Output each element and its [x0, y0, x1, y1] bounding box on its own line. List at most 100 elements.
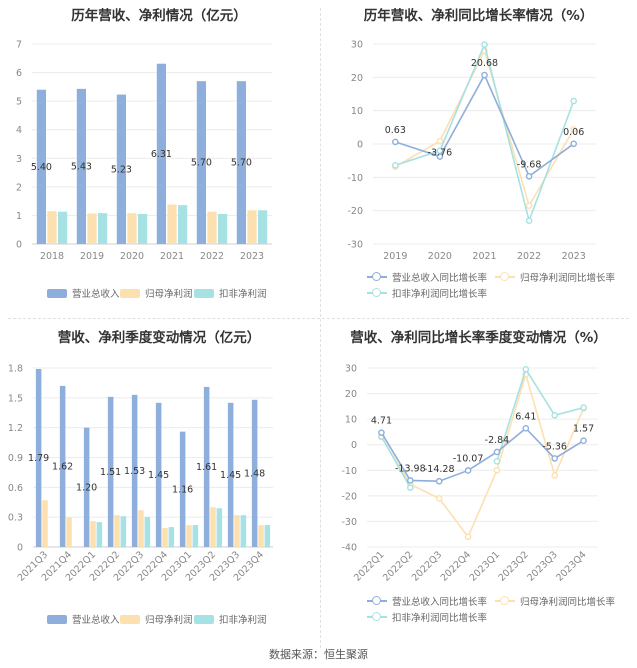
point-revenue-growth	[551, 455, 558, 462]
panel-divider-vertical	[320, 8, 321, 648]
bar-parent-profit	[167, 204, 177, 244]
y-tick-label: -30	[341, 517, 357, 528]
legend-swatch	[495, 272, 515, 282]
legend-swatch	[47, 615, 67, 624]
point-revenue-growth	[407, 477, 414, 484]
data-label: 1.45	[220, 470, 241, 481]
point-deducted-growth	[551, 412, 558, 419]
legend-label: 营业总收入同比增长率	[392, 273, 488, 284]
series-line-revenue-growth	[395, 73, 575, 178]
y-tick-label: 0	[351, 440, 357, 451]
y-tick-label: 0	[17, 543, 23, 554]
bar-parent-profit	[207, 211, 217, 244]
bar-deducted-profit	[58, 211, 68, 244]
bar-parent-profit	[42, 500, 48, 547]
y-tick-label: -10	[341, 466, 357, 477]
bar-deducted-profit	[120, 516, 127, 547]
bar-revenue	[251, 399, 258, 547]
legend-swatch	[367, 288, 387, 298]
y-tick-label: 20	[351, 73, 363, 84]
point-parent-growth	[525, 202, 533, 209]
bar-deducted-profit	[216, 508, 223, 547]
x-tick-label: 2019	[80, 251, 104, 262]
legend-label: 扣非净利润	[219, 289, 267, 300]
series-line-deducted-growth	[380, 436, 412, 489]
bar-revenue	[131, 394, 138, 547]
point-parent-growth	[570, 126, 577, 133]
bar-deducted-profit	[264, 525, 271, 547]
bar-deducted-profit	[178, 205, 188, 244]
point-parent-growth	[435, 495, 443, 502]
legend-label: 归母净利润	[145, 615, 193, 626]
point-revenue-growth	[436, 153, 444, 160]
bar-revenue	[116, 94, 126, 244]
series-line-parent-growth	[380, 371, 585, 539]
data-label: 5.40	[31, 162, 52, 173]
x-tick-label: 2018	[40, 251, 64, 262]
data-label: 1.51	[100, 467, 121, 478]
y-tick-label: 4	[16, 125, 22, 136]
y-tick-label: -20	[341, 491, 357, 502]
x-tick-label: 2021	[160, 251, 184, 262]
point-revenue-growth	[493, 448, 501, 456]
y-tick-label: 6	[16, 68, 22, 79]
x-tick-label: 2020	[428, 251, 452, 262]
y-tick-label: 0	[357, 140, 363, 151]
legend-swatch	[120, 615, 140, 624]
y-tick-label: 3	[16, 154, 22, 165]
x-tick-label: 2023Q2	[496, 549, 530, 583]
point-revenue-growth	[481, 71, 488, 79]
bar-deducted-profit	[218, 214, 228, 244]
y-tick-label: 0.6	[8, 483, 23, 494]
data-source-note: 数据来源：恒生聚源	[269, 648, 368, 661]
y-tick-label: 2	[16, 182, 22, 193]
data-label: 5.23	[111, 164, 132, 175]
bar-deducted-profit	[240, 515, 247, 547]
legend-item-revenue: 营业总收入	[47, 286, 120, 300]
x-tick-label: 2023	[240, 251, 264, 262]
bar-revenue	[107, 396, 114, 547]
legend-item-parent-growth: 归母净利润同比增长率	[495, 594, 615, 608]
data-label: -2.84	[485, 435, 510, 446]
data-label: 4.71	[371, 416, 392, 427]
bar-parent-profit	[87, 213, 97, 244]
bar-deducted-profit	[192, 525, 199, 547]
bar-revenue	[203, 386, 210, 547]
bar-revenue	[236, 81, 246, 245]
y-tick-label: 1.5	[8, 393, 23, 404]
legend-item-revenue: 营业总收入	[47, 612, 120, 626]
series-line-deducted-growth	[496, 367, 584, 462]
legend-item-deducted-profit: 扣非净利润	[194, 612, 267, 626]
data-label: -14.28	[424, 464, 455, 475]
y-tick-label: 5	[16, 97, 22, 108]
point-deducted-growth	[481, 41, 488, 48]
bar-revenue	[35, 368, 42, 547]
bar-revenue	[36, 89, 46, 244]
annual-growth-line-chart: -30 -20 -10 0 10 20 30 2019 2020 2021 2022 2023 0.63…	[347, 40, 596, 262]
legend-label: 营业总收入同比增长率	[392, 597, 488, 608]
data-label: 6.41	[515, 411, 536, 422]
legend-label: 营业总收入	[72, 289, 120, 300]
bar-revenue	[155, 402, 162, 547]
legend-label: 归母净利润	[145, 289, 193, 300]
point-deducted-growth	[493, 458, 501, 465]
bar-parent-profit	[162, 528, 168, 547]
x-tick-label: 2022Q3	[410, 549, 444, 583]
point-revenue-growth	[378, 429, 385, 436]
data-label: 1.16	[172, 484, 193, 495]
point-deducted-growth	[522, 365, 530, 373]
data-label: -13.98	[395, 463, 426, 474]
data-label: 1.61	[196, 462, 217, 473]
point-deducted-growth	[525, 217, 533, 224]
y-tick-label: -30	[347, 240, 363, 251]
legend-item-revenue-growth: 营业总收入同比增长率	[367, 594, 487, 608]
bar-parent-profit	[114, 515, 120, 547]
bar-revenue	[227, 402, 234, 547]
legend-swatch	[367, 596, 387, 606]
x-tick-label: 2022	[517, 251, 541, 262]
annual-growth-panel: 历年营收、净利同比增长率情况（%） -30 -20 -10 0 10 20 30 2019 20…	[320, 0, 637, 318]
legend-swatch	[194, 289, 214, 298]
bar-revenue	[156, 63, 166, 244]
data-label: 0.63	[385, 125, 406, 136]
point-revenue-growth	[464, 467, 472, 474]
